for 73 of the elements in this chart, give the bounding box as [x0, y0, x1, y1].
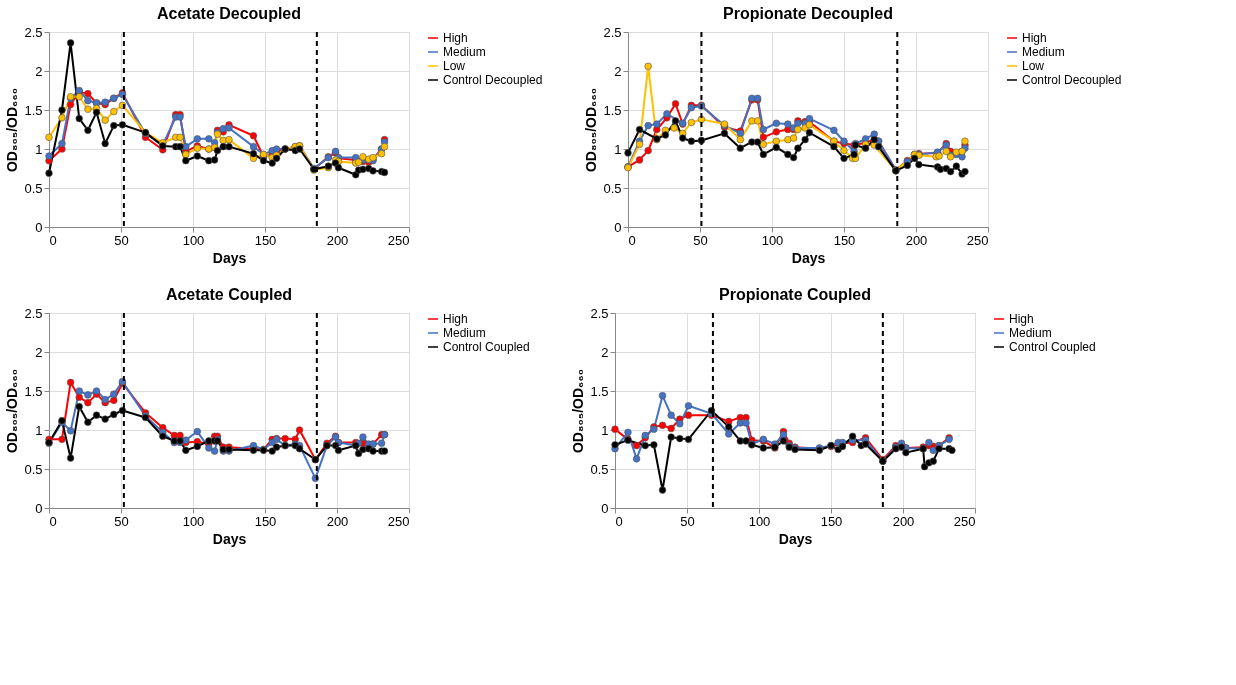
y-tick-label: 0.5 — [603, 180, 622, 196]
chart-title: Acetate Decoupled — [156, 5, 302, 22]
x-tick-label: 250 — [387, 513, 410, 529]
x-tick-label: 150 — [833, 232, 856, 248]
chart-title: Propionate Coupled — [719, 286, 871, 303]
y-tick-label: 0 — [35, 500, 43, 516]
chart-title: Acetate Coupled — [165, 286, 293, 303]
y-tick-label: 2 — [614, 63, 622, 79]
y-tick-label: 2 — [601, 344, 609, 360]
y-tick-label: 0.5 — [24, 180, 43, 196]
y-tick-label: 2.5 — [590, 305, 609, 321]
y-tick-label: 0 — [601, 500, 609, 516]
y-tick-label: 2 — [35, 63, 43, 79]
y-tick-label: 0 — [614, 219, 622, 235]
x-tick-label: 250 — [953, 513, 976, 529]
x-tick-label: 100 — [761, 232, 784, 248]
legend-label: Low — [1022, 59, 1045, 73]
y-tick-label: 1.5 — [603, 102, 622, 118]
y-tick-label: 1.5 — [24, 102, 43, 118]
y-tick-label: 1 — [35, 141, 43, 157]
x-tick-label: 200 — [905, 232, 928, 248]
y-tick-label: 0.5 — [590, 461, 609, 477]
legend-label: High — [443, 312, 468, 326]
x-axis-title: Days — [778, 530, 813, 547]
legend-label: High — [1022, 31, 1047, 45]
legend-label: High — [1009, 312, 1034, 326]
y-tick-label: 2.5 — [24, 305, 43, 321]
x-tick-label: 250 — [387, 232, 410, 248]
y-axis-title: OD₈₀₅/OD₆₆₀ — [583, 87, 600, 173]
y-tick-label: 2.5 — [24, 24, 43, 40]
legend-label: Medium — [443, 45, 486, 59]
y-tick-label: 1 — [35, 422, 43, 438]
x-tick-label: 50 — [114, 232, 129, 248]
legend-label: Low — [443, 59, 466, 73]
x-axis-title: Days — [791, 249, 826, 266]
legend-label: Medium — [1009, 326, 1052, 340]
x-tick-label: 100 — [182, 232, 205, 248]
y-tick-label: 1 — [601, 422, 609, 438]
legend-label: Control Decoupled — [443, 73, 543, 87]
y-tick-label: 1.5 — [590, 383, 609, 399]
x-tick-label: 200 — [326, 232, 349, 248]
y-tick-label: 0.5 — [24, 461, 43, 477]
x-axis-title: Days — [212, 530, 247, 547]
x-tick-label: 150 — [254, 232, 277, 248]
x-tick-label: 50 — [680, 513, 695, 529]
x-tick-label: 150 — [254, 513, 277, 529]
y-tick-label: 1.5 — [24, 383, 43, 399]
legend-label: Control Coupled — [1009, 340, 1096, 354]
x-tick-label: 250 — [966, 232, 989, 248]
x-tick-label: 100 — [182, 513, 205, 529]
legend-label: High — [443, 31, 468, 45]
chart-title: Propionate Decoupled — [723, 5, 893, 22]
x-axis-title: Days — [212, 249, 247, 266]
x-tick-label: 150 — [820, 513, 843, 529]
legend-label: Medium — [443, 326, 486, 340]
x-tick-label: 0 — [628, 232, 636, 248]
y-axis-title: OD₈₀₅/OD₆₆₀ — [4, 368, 21, 454]
x-tick-label: 0 — [49, 513, 57, 529]
y-tick-label: 2 — [35, 344, 43, 360]
y-tick-label: 2.5 — [603, 24, 622, 40]
x-tick-label: 50 — [114, 513, 129, 529]
legend-label: Control Decoupled — [1022, 73, 1122, 87]
x-tick-label: 200 — [326, 513, 349, 529]
y-tick-label: 1 — [614, 141, 622, 157]
x-tick-label: 200 — [892, 513, 915, 529]
y-axis-title: OD₈₀₅/OD₆₆₀ — [4, 87, 21, 173]
x-tick-label: 50 — [693, 232, 708, 248]
legend-label: Medium — [1022, 45, 1065, 59]
legend-label: Control Coupled — [443, 340, 530, 354]
x-tick-label: 0 — [49, 232, 57, 248]
x-tick-label: 100 — [748, 513, 771, 529]
y-tick-label: 0 — [35, 219, 43, 235]
y-axis-title: OD₈₀₅/OD₆₆₀ — [570, 368, 587, 454]
